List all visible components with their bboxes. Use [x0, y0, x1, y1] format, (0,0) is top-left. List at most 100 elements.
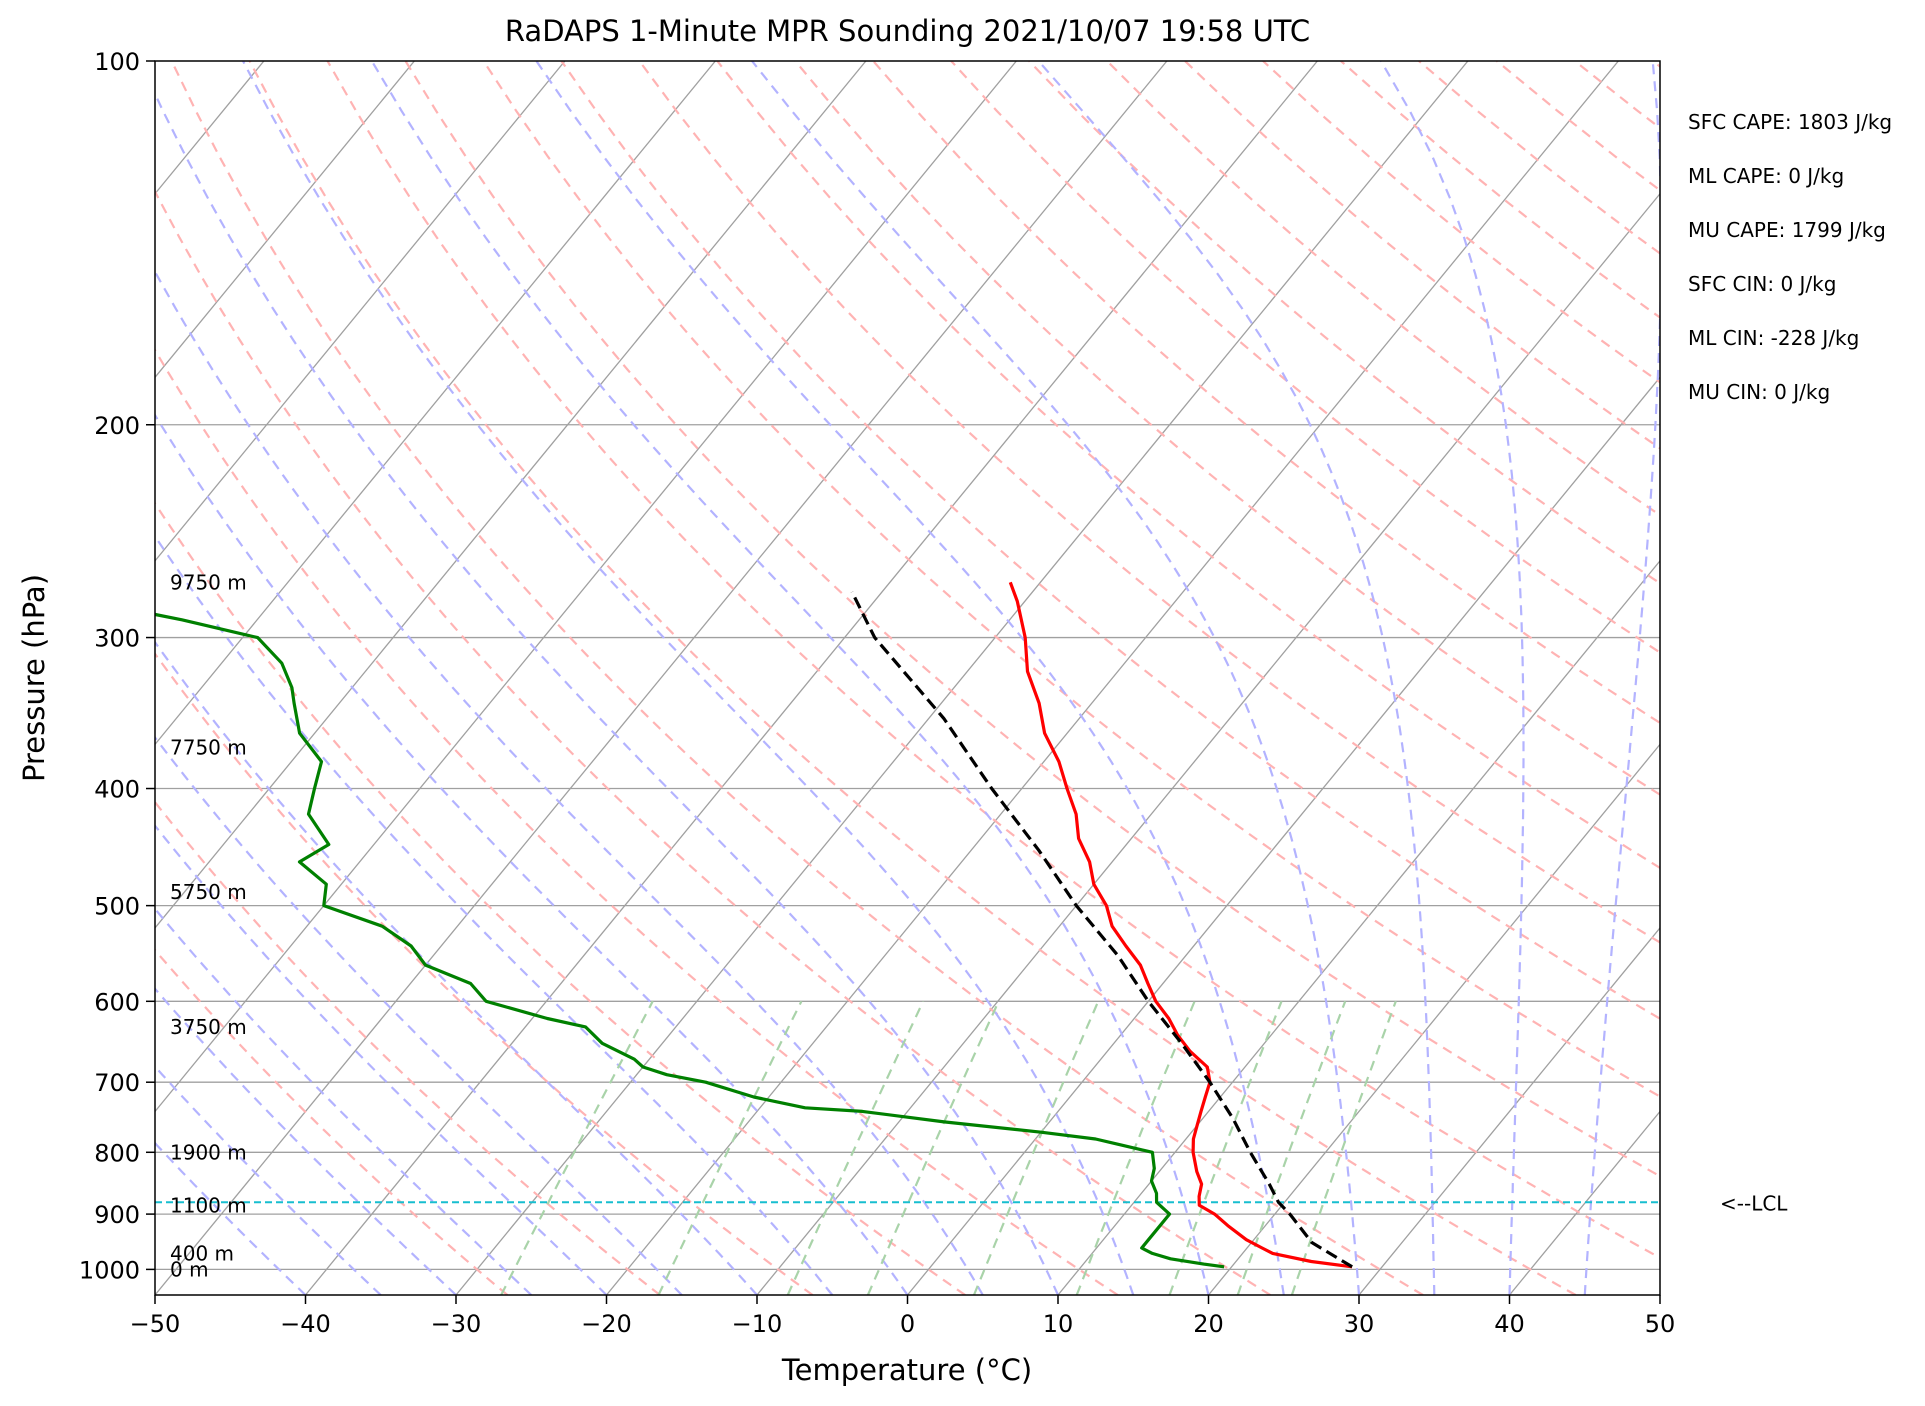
- moist-adiabat-line: [155, 907, 533, 1295]
- x-tick-label: 50: [1645, 1310, 1676, 1338]
- moist-adiabat-line: [155, 269, 984, 1295]
- moist-adiabat-line: [155, 1141, 307, 1295]
- mixing-ratio-line: [1168, 1000, 1283, 1295]
- stat-line: MU CAPE: 1799 J/kg: [1688, 218, 1886, 242]
- stat-line: ML CAPE: 0 J/kg: [1688, 164, 1845, 188]
- moist-adiabat-line: [370, 61, 1210, 1295]
- x-tick-label: −10: [732, 1310, 783, 1338]
- height-label: 400 m: [170, 1241, 234, 1265]
- axis-ticks: −50 −40 −30 −20 −10 0 10 20 30 40 50 100 200 300 400 50…: [79, 48, 1675, 1338]
- dry-adiabat-line: [716, 61, 1660, 870]
- mixing-ratio-line: [500, 1000, 654, 1295]
- x-tick-label: −50: [130, 1310, 181, 1338]
- x-tick-label: 40: [1494, 1310, 1525, 1338]
- moist-adiabat-line: [155, 413, 909, 1295]
- moist-adiabat-line: [535, 61, 1285, 1295]
- dry-adiabat-line: [155, 188, 1271, 1295]
- isotherm-line: [1659, 1293, 1660, 1295]
- x-tick-label: −40: [280, 1310, 331, 1338]
- moist-adiabat-line: [1037, 61, 1436, 1295]
- temperature-trace: [1008, 581, 1353, 1269]
- dewpoint-trace: [155, 612, 1225, 1269]
- x-tick-label: −30: [431, 1310, 482, 1338]
- isotherm-line: [155, 61, 566, 562]
- dry-adiabat-line: [1262, 61, 1660, 384]
- x-tick-label: 0: [900, 1310, 915, 1338]
- y-tick-label: 700: [94, 1069, 140, 1097]
- isotherm-line: [1057, 559, 1660, 1295]
- y-tick-label: 200: [94, 412, 140, 440]
- stat-line: SFC CIN: 0 J/kg: [1688, 272, 1837, 296]
- dry-adiabat-line: [1574, 61, 1660, 130]
- dry-adiabat-line: [950, 61, 1660, 654]
- parcel-trace: [850, 591, 1353, 1269]
- dry-adiabat-line: [1496, 61, 1660, 192]
- moist-adiabat-line: [155, 640, 758, 1295]
- y-tick-label: 900: [94, 1201, 140, 1229]
- x-tick-label: 20: [1193, 1310, 1224, 1338]
- y-tick-label: 600: [94, 988, 140, 1016]
- dry-adiabat-line: [1887, 61, 1925, 1295]
- dry-adiabat-line: [155, 651, 814, 1295]
- moist-adiabat-line: [1583, 61, 1660, 1295]
- dry-adiabat-line: [1106, 61, 1660, 517]
- isotherm-line: [155, 61, 1168, 1295]
- moist-adiabat-line: [155, 823, 608, 1295]
- moist-adiabat-line: [155, 91, 1059, 1295]
- mixing-ratio-line: [657, 1000, 803, 1295]
- background-lines: [155, 61, 1925, 1295]
- dry-adiabat-line: [170, 61, 1424, 1295]
- isotherm-line: [1207, 743, 1660, 1295]
- y-axis-label: Pressure (hPa): [17, 574, 51, 782]
- isotherm-line: [1508, 1110, 1660, 1295]
- dry-adiabat-line: [794, 61, 1660, 796]
- dry-adiabat-line: [1340, 61, 1660, 319]
- y-tick-label: 800: [94, 1139, 140, 1167]
- x-tick-label: 30: [1344, 1310, 1375, 1338]
- moist-adiabat-line: [155, 1064, 382, 1295]
- dry-adiabat-line: [1809, 61, 1925, 1295]
- dry-adiabat-line: [1652, 61, 1660, 68]
- y-tick-label: 100: [94, 48, 140, 76]
- y-tick-label: 400: [94, 776, 140, 804]
- isotherm-line: [155, 61, 415, 379]
- isotherm-line: [155, 61, 867, 929]
- dry-adiabat-line: [326, 61, 1660, 1260]
- isotherm-line: [155, 61, 1017, 1113]
- dry-adiabat-line: [482, 61, 1660, 1098]
- height-label: 1100 m: [170, 1193, 247, 1217]
- height-label: 3750 m: [170, 1015, 247, 1039]
- moist-adiabat-line: [155, 735, 683, 1295]
- height-label: 5750 m: [170, 880, 247, 904]
- stat-line: ML CIN: -228 J/kg: [1688, 326, 1860, 350]
- mixing-ratio-line: [1290, 1000, 1397, 1295]
- isotherm-line: [155, 61, 716, 746]
- x-tick-label: 10: [1043, 1310, 1074, 1338]
- dry-adiabat-line: [155, 501, 966, 1295]
- stat-line: MU CIN: 0 J/kg: [1688, 380, 1831, 404]
- x-tick-label: −20: [581, 1310, 632, 1338]
- dry-adiabat-line: [638, 61, 1660, 944]
- moist-adiabat-line: [155, 987, 457, 1295]
- moist-adiabat-line: [1380, 61, 1525, 1295]
- height-label: 1900 m: [170, 1140, 247, 1164]
- moist-adiabat-line: [155, 534, 834, 1295]
- mixing-ratio-line: [1236, 1000, 1347, 1295]
- height-label: 7750 m: [170, 736, 247, 760]
- dry-adiabat-line: [155, 348, 1119, 1295]
- moist-adiabat-line: [751, 61, 1361, 1295]
- isotherm-line: [455, 61, 1469, 1295]
- isotherm-line: [906, 376, 1660, 1295]
- isotherm-line: [304, 61, 1318, 1295]
- dry-adiabat-line: [1418, 61, 1660, 255]
- dry-adiabat-line: [872, 61, 1660, 725]
- dry-adiabat-line: [1184, 61, 1660, 450]
- x-axis-label: Temperature (°C): [781, 1353, 1032, 1387]
- mixing-ratio-line: [1075, 1000, 1196, 1295]
- dry-adiabat-line: [1731, 61, 1925, 1295]
- mixing-ratio-line: [786, 1000, 925, 1295]
- dry-adiabat-line: [404, 61, 1660, 1178]
- y-tick-label: 1000: [79, 1256, 140, 1284]
- lcl-label: <--LCL: [1720, 1191, 1788, 1215]
